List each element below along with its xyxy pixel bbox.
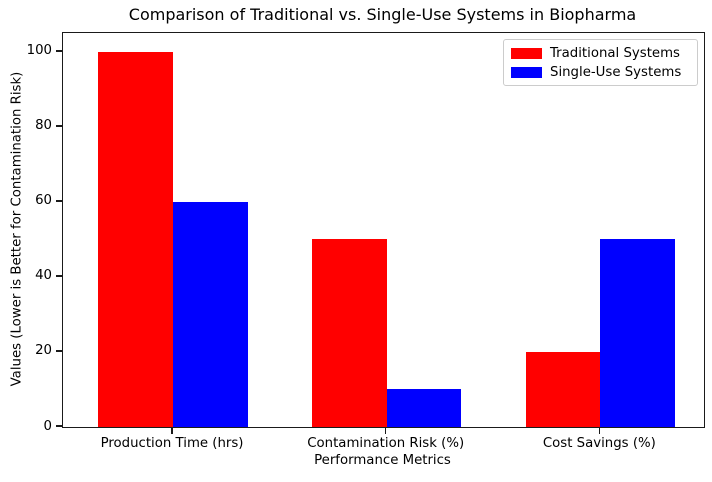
y-tick-label: 100 [26,43,52,59]
y-tick-label: 0 [43,418,52,434]
legend-item: Single-Use Systems [511,65,690,80]
legend-item: Traditional Systems [511,46,690,61]
chart-title: Comparison of Traditional vs. Single-Use… [128,5,637,24]
legend-label: Traditional Systems [550,45,680,61]
bar [386,389,462,427]
legend: Traditional Systems Single-Use Systems [503,39,698,86]
plot-area [62,32,705,428]
y-tick-mark [56,275,62,277]
y-tick-mark [56,425,62,427]
bar [525,351,601,427]
x-tick-label: Production Time (hrs) [100,436,244,451]
y-tick-label: 40 [35,268,52,284]
bar [311,239,387,427]
bar [98,51,174,427]
y-tick-mark [56,125,62,127]
x-tick-mark [598,427,601,434]
bar [173,201,248,427]
x-axis-label: Performance Metrics [314,453,451,468]
legend-label: Single-Use Systems [550,64,682,80]
y-tick-mark [56,350,62,352]
legend-swatch [511,47,542,59]
x-tick-label: Cost Savings (%) [542,436,656,451]
x-tick-mark [384,427,387,434]
y-tick-mark [56,200,62,202]
y-tick-label: 80 [35,118,52,134]
x-tick-label: Contamination Risk (%) [307,436,465,451]
legend-swatch [511,66,542,78]
bar [600,239,676,427]
y-tick-label: 60 [35,193,52,209]
y-tick-label: 20 [35,343,52,359]
y-tick-mark [56,50,62,52]
x-tick-mark [171,427,173,434]
